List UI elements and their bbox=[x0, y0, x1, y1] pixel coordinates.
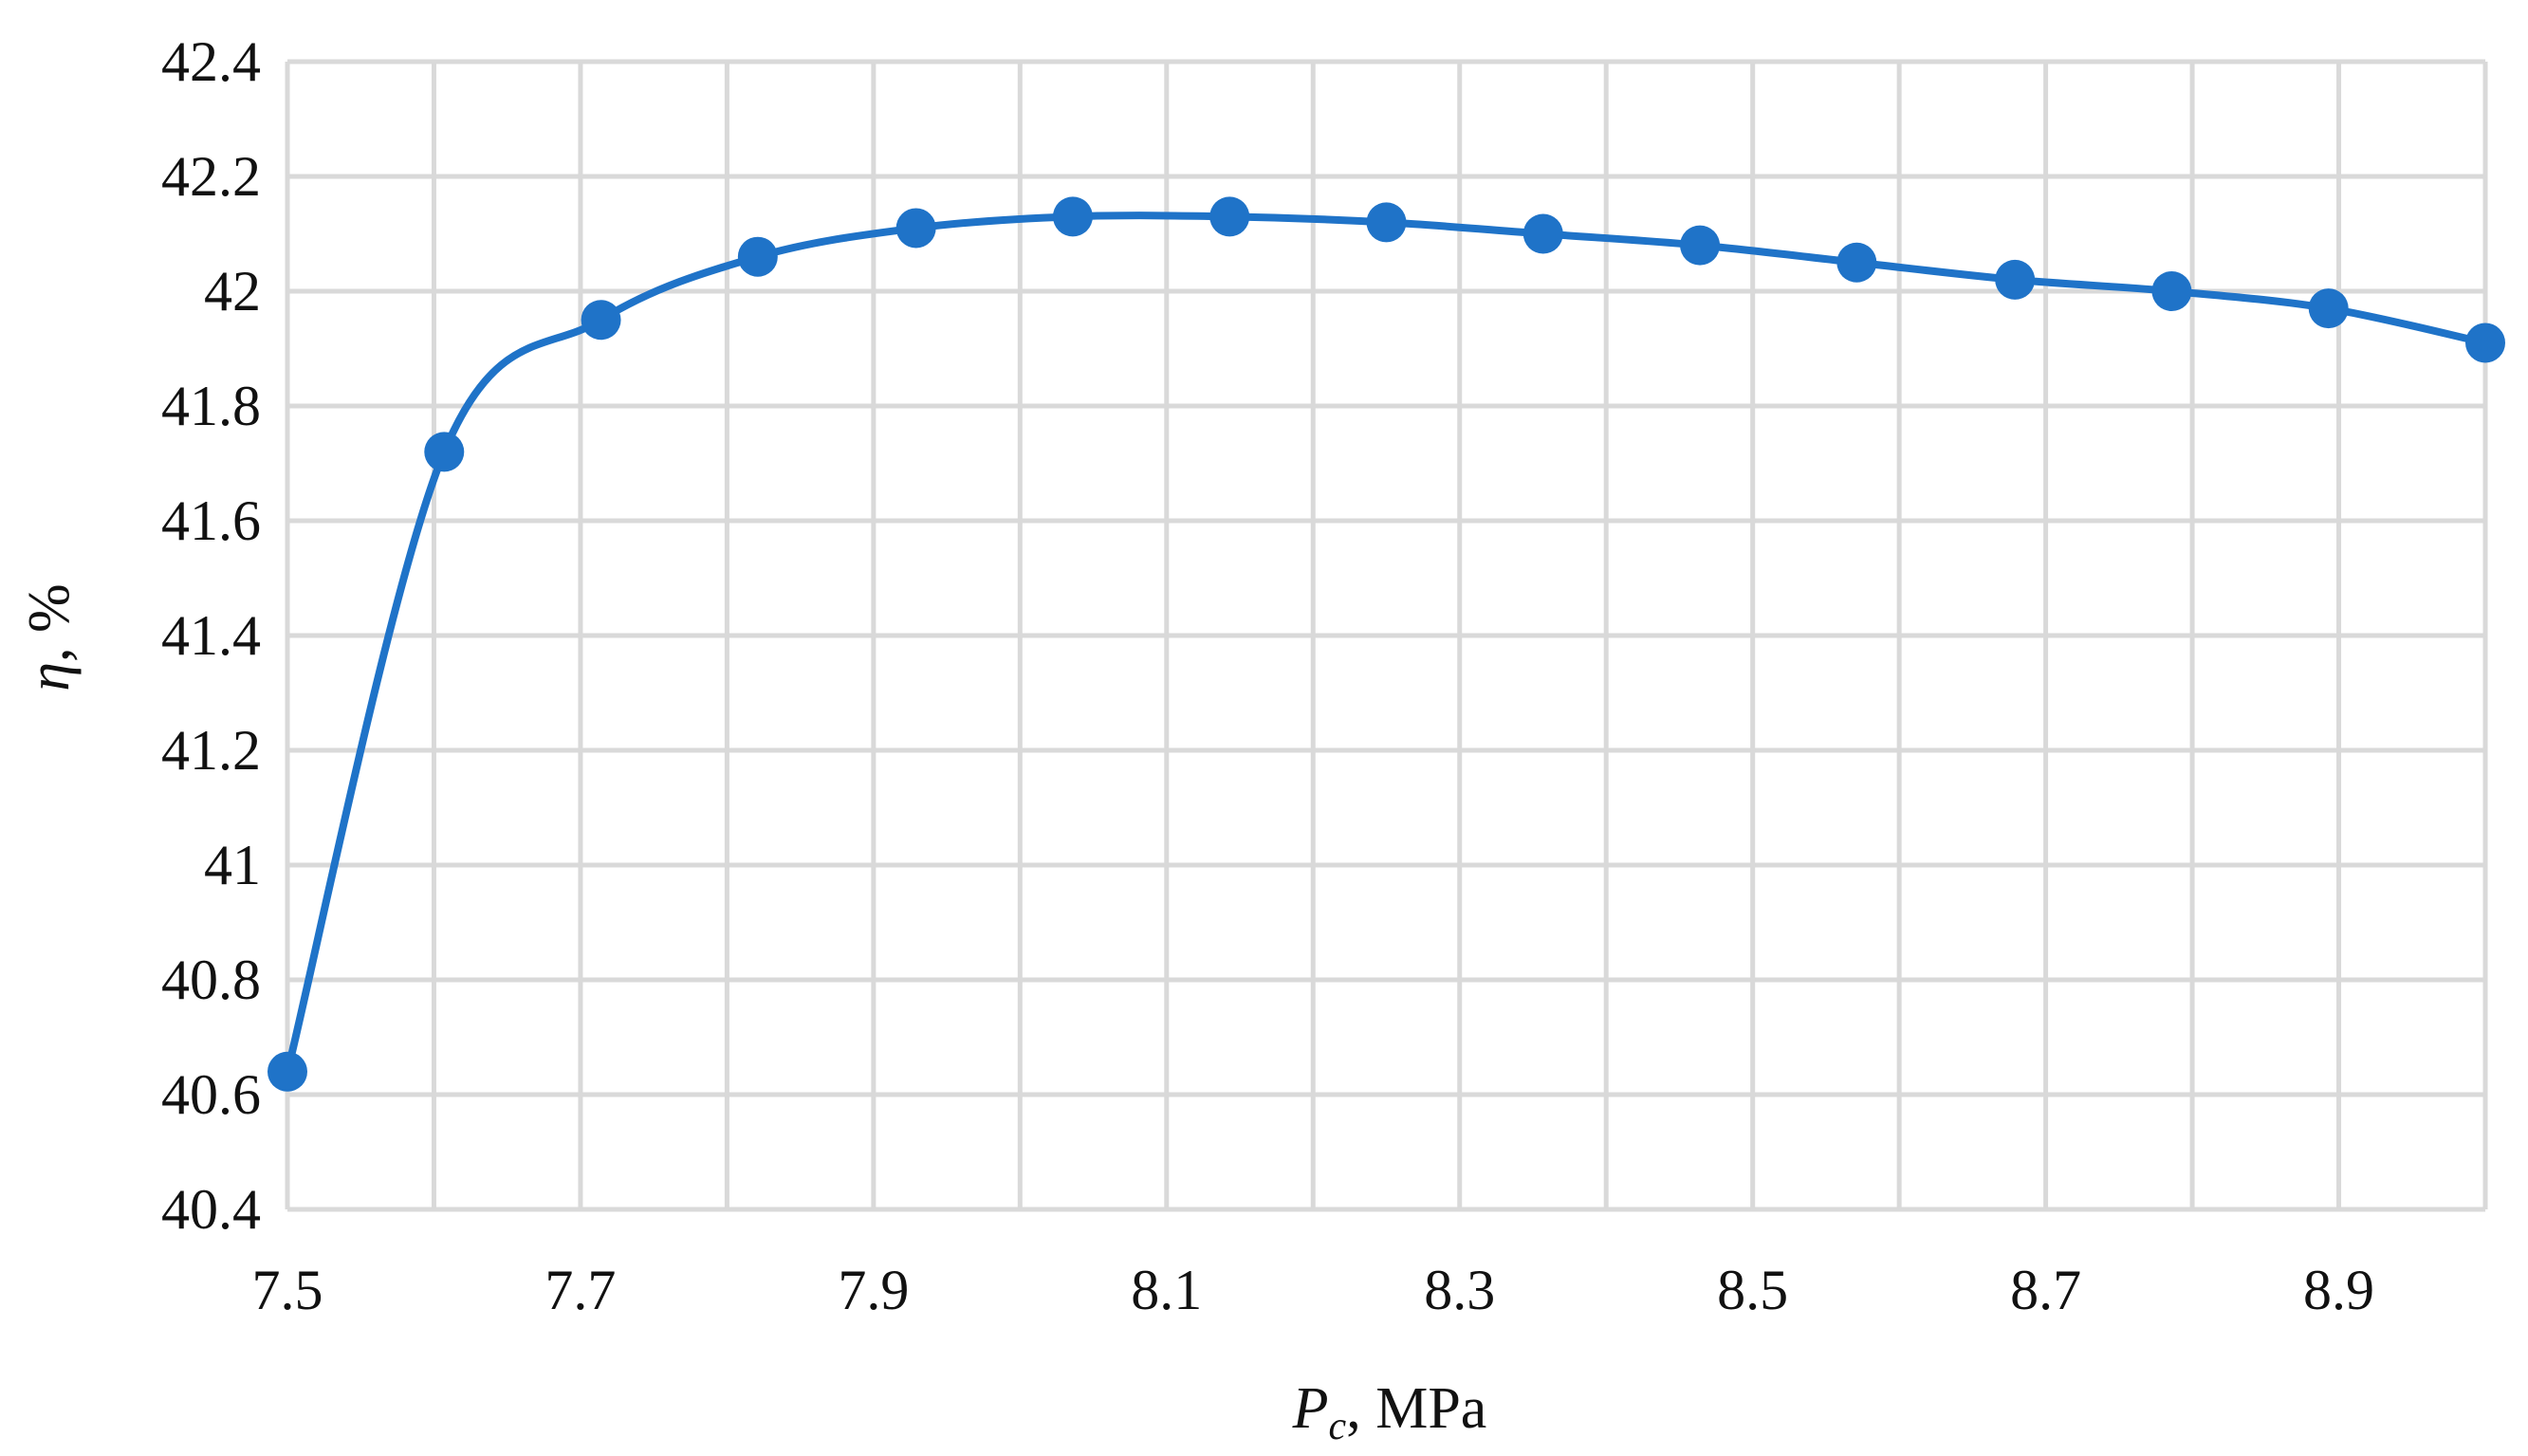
y-tick-label: 40.4 bbox=[161, 1178, 261, 1241]
x-tick-label: 8.3 bbox=[1424, 1259, 1495, 1321]
y-tick-label: 42 bbox=[204, 260, 261, 323]
x-tick-label: 8.5 bbox=[1717, 1259, 1788, 1321]
y-tick-label: 42.2 bbox=[161, 145, 261, 208]
tick-labels: 40.4 40.6 40.8 41 41.2 41.4 41.6 41.8 42 42.2 42.4… bbox=[161, 30, 2374, 1321]
y-tick-label: 41.2 bbox=[161, 719, 261, 782]
x-tick-label: 8.9 bbox=[2303, 1259, 2374, 1321]
x-axis-symbol: P bbox=[1292, 1376, 1329, 1441]
data-point bbox=[581, 300, 621, 341]
data-point bbox=[1836, 242, 1877, 283]
data-point bbox=[895, 208, 936, 249]
x-tick-label: 8.1 bbox=[1131, 1259, 1202, 1321]
y-tick-label: 41.8 bbox=[161, 375, 261, 437]
markers bbox=[268, 196, 2505, 1092]
grid bbox=[285, 59, 2488, 1212]
y-tick-label: 42.4 bbox=[161, 30, 261, 93]
x-axis-title: Pc, MPa bbox=[1292, 1376, 1487, 1448]
x-tick-label: 7.9 bbox=[838, 1259, 909, 1321]
x-tick-label: 7.7 bbox=[544, 1259, 616, 1321]
y-axis-suffix: , % bbox=[17, 583, 82, 662]
data-point bbox=[2308, 288, 2349, 329]
x-axis-suffix: , MPa bbox=[1346, 1376, 1486, 1441]
data-point bbox=[2151, 271, 2192, 311]
data-point bbox=[2465, 323, 2505, 363]
data-point bbox=[1366, 202, 1407, 243]
data-point bbox=[1995, 259, 2036, 300]
y-tick-label: 40.8 bbox=[161, 949, 261, 1011]
x-tick-label: 8.7 bbox=[2010, 1259, 2081, 1321]
x-tick-label: 7.5 bbox=[252, 1259, 323, 1321]
data-point bbox=[1680, 225, 1721, 266]
y-tick-label: 41.4 bbox=[161, 604, 261, 667]
data-point bbox=[1052, 196, 1093, 237]
data-point bbox=[1209, 196, 1250, 237]
y-axis-title: η, % bbox=[17, 583, 82, 691]
data-point bbox=[268, 1051, 307, 1092]
data-point bbox=[1522, 213, 1563, 254]
y-tick-label: 40.6 bbox=[161, 1063, 261, 1126]
x-axis-subscript: c bbox=[1329, 1405, 1347, 1448]
series bbox=[284, 212, 2489, 1076]
series-line bbox=[284, 212, 2489, 1076]
y-tick-label: 41 bbox=[204, 834, 261, 896]
data-point bbox=[737, 236, 778, 277]
y-axis-symbol: η bbox=[17, 662, 82, 691]
data-point bbox=[424, 432, 465, 472]
y-tick-label: 41.6 bbox=[161, 489, 261, 552]
